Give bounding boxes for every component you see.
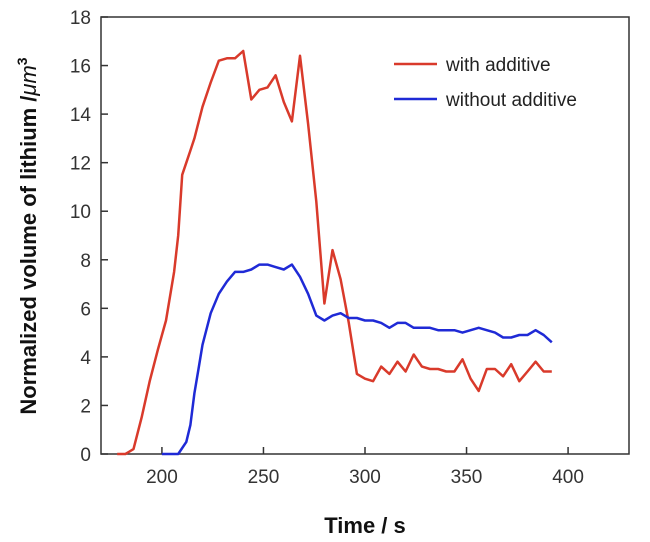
series-line-without-additive (161, 263, 553, 456)
y-axis-title-exponent: 3 (14, 57, 30, 65)
legend-label-with-additive: with additive (445, 55, 551, 76)
series-line-with-additive (117, 49, 552, 456)
y-tick-label: 4 (80, 348, 91, 369)
x-tick-label: 400 (552, 467, 584, 488)
y-tick-label: 2 (80, 396, 91, 417)
y-tick-label: 8 (80, 251, 91, 272)
y-axis-title: Normalized volume of lithium /μm3 (14, 57, 41, 414)
y-tick-label: 0 (80, 445, 91, 466)
y-tick-label: 18 (70, 8, 91, 29)
x-axis-title: Time / s (324, 513, 406, 538)
x-tick-label: 300 (349, 467, 381, 488)
series-layer (117, 49, 553, 456)
x-tick-label: 250 (248, 467, 280, 488)
y-axis-title-unit: μm (16, 65, 41, 96)
x-tick-label: 200 (146, 467, 178, 488)
y-axis-title-main: Normalized volume of lithium / (16, 96, 41, 415)
plot-frame (100, 16, 630, 455)
y-tick-label: 10 (70, 202, 91, 223)
legend: with additive without additive (394, 55, 577, 111)
y-tick-label: 6 (80, 299, 91, 320)
y-tick-label: 14 (70, 105, 92, 126)
x-tick-label: 350 (451, 467, 483, 488)
y-tick-label: 12 (70, 154, 91, 175)
y-tick-label: 16 (70, 57, 91, 78)
legend-label-without-additive: without additive (445, 90, 577, 111)
axis-ticks: 200 250 300 350 400 0 2 4 6 8 10 12 14 16 18 (70, 8, 584, 488)
